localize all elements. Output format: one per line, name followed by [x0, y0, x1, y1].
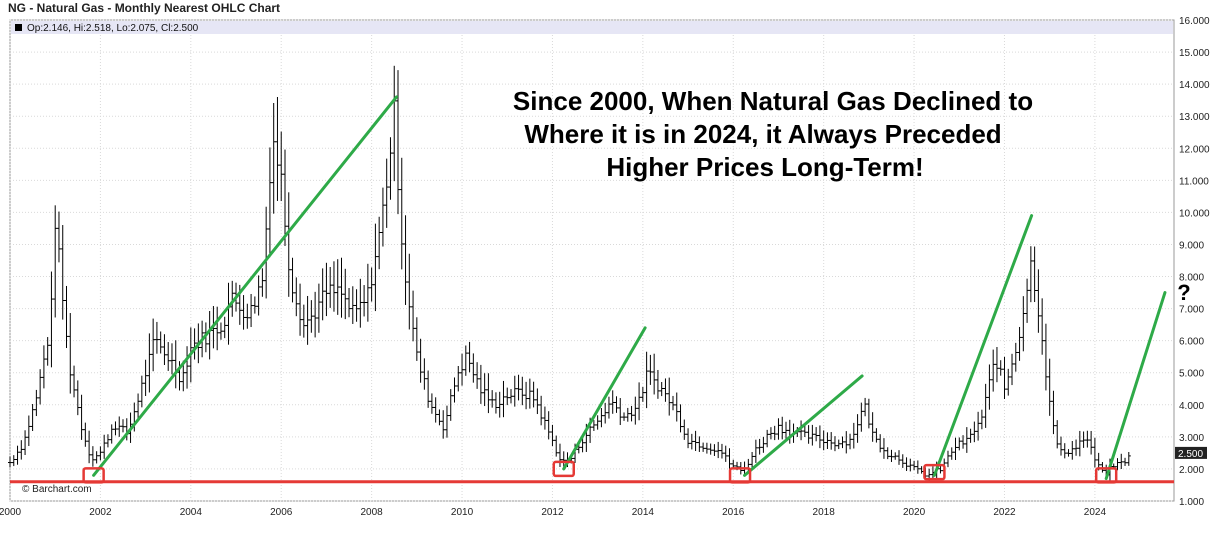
x-tick-label: 2024 — [1084, 507, 1107, 518]
y-tick-label: 13.000 — [1179, 112, 1210, 123]
x-tick-label: 2014 — [632, 507, 655, 518]
x-tick-label: 2002 — [89, 507, 112, 518]
y-tick-label: 6.000 — [1179, 337, 1204, 348]
low-highlight-box — [728, 467, 752, 484]
y-tick-label: 2.000 — [1179, 465, 1204, 476]
x-tick-label: 2000 — [0, 507, 22, 518]
headline-annotation: Since 2000, When Natural Gas Declined to… — [513, 86, 1033, 182]
low-highlight-box — [1094, 467, 1118, 484]
low-highlight-box — [923, 463, 946, 481]
headline-line-1: Since 2000, When Natural Gas Declined to — [513, 86, 1033, 116]
y-axis-ticks: 1.000 2.000 3.000 4.000 5.000 6.000 7.000 8.000… — [1179, 16, 1210, 508]
low-highlight-box — [82, 467, 105, 484]
y-tick-label: 8.000 — [1179, 273, 1204, 284]
x-tick-label: 2022 — [993, 507, 1016, 518]
legend-swatch — [15, 24, 22, 31]
y-tick-label: 7.000 — [1179, 305, 1204, 316]
last-price-badge: 2.500 — [1175, 446, 1207, 460]
y-tick-label: 16.000 — [1179, 16, 1210, 27]
y-tick-label: 9.000 — [1179, 240, 1204, 251]
x-axis-ticks: 2000 2002 2004 2006 2008 2010 2012 2014 2016 2018… — [0, 507, 1106, 518]
x-tick-label: 2008 — [361, 507, 384, 518]
ohlc-legend: Op:2.146, Hi:2.518, Lo:2.075, Cl:2.500 — [27, 23, 199, 34]
y-tick-label: 11.000 — [1179, 176, 1209, 187]
y-tick-label: 1.000 — [1179, 497, 1204, 508]
svg-text:2.500: 2.500 — [1178, 449, 1203, 460]
x-tick-label: 2020 — [903, 507, 926, 518]
question-mark: ? — [1177, 280, 1190, 305]
y-tick-label: 5.000 — [1179, 369, 1204, 380]
y-tick-label: 14.000 — [1179, 80, 1210, 91]
y-tick-label: 3.000 — [1179, 433, 1204, 444]
legend-band — [11, 21, 1173, 34]
overlay-lines — [10, 95, 1174, 484]
headline-line-2: Where it is in 2024, it Always Preceded — [524, 119, 1001, 149]
trend-line — [562, 326, 647, 471]
x-tick-label: 2004 — [180, 507, 203, 518]
trend-line — [92, 95, 398, 477]
y-tick-label: 10.000 — [1179, 208, 1210, 219]
barchart-credit: © Barchart.com — [22, 484, 92, 495]
y-tick-label: 12.000 — [1179, 144, 1210, 155]
grid — [9, 19, 1174, 502]
x-tick-label: 2018 — [813, 507, 836, 518]
y-tick-label: 15.000 — [1179, 48, 1210, 59]
low-highlight-box — [552, 460, 575, 478]
trend-line — [1104, 291, 1167, 481]
trend-line — [743, 374, 864, 477]
x-tick-label: 2010 — [451, 507, 474, 518]
headline-line-3: Higher Prices Long-Term! — [606, 152, 923, 182]
x-tick-label: 2006 — [270, 507, 293, 518]
chart-title: NG - Natural Gas - Monthly Nearest OHLC … — [8, 1, 281, 15]
trend-line — [932, 214, 1034, 477]
x-tick-label: 2012 — [541, 507, 564, 518]
y-tick-label: 4.000 — [1179, 401, 1204, 412]
x-tick-label: 2016 — [722, 507, 745, 518]
